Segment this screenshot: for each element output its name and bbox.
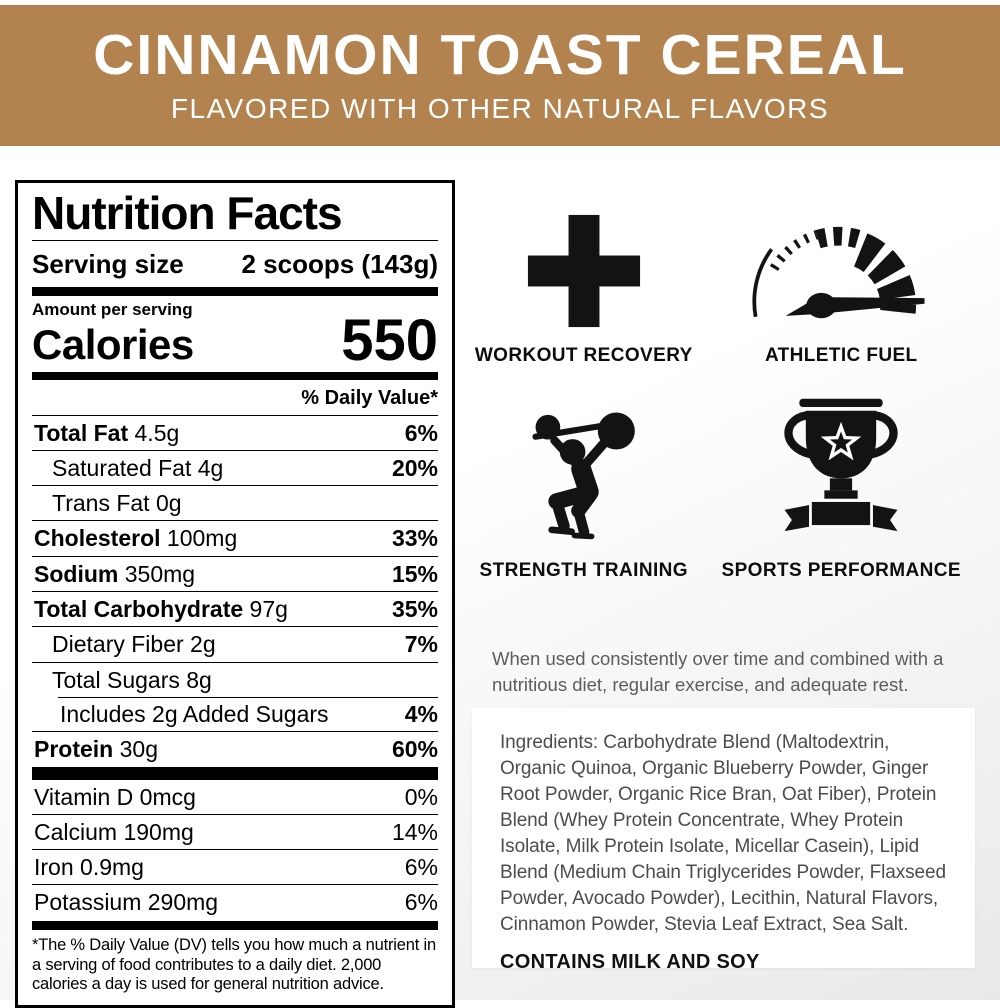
micronutrient-rows: Vitamin D 0mcg 0% Calcium 190mg 14% Iron 0.9…: [32, 780, 438, 920]
benefit-label: WORKOUT RECOVERY: [474, 345, 693, 366]
nutrient-row: Vitamin D 0mcg 0%: [34, 783, 438, 810]
thick-divider: [32, 920, 438, 930]
plus-icon: [526, 208, 642, 330]
product-title: CINNAMON TOAST CEREAL: [93, 22, 907, 87]
serving-size-row: Serving size 2 scoops (143g): [32, 241, 438, 287]
thick-divider: [32, 371, 438, 380]
nutrition-facts-panel: Nutrition Facts Serving size 2 scoops (1…: [15, 180, 455, 1008]
benefit-sports-performance: SPORTS PERFORMANCE: [713, 395, 971, 582]
divider: [32, 240, 438, 242]
speedometer-icon: [750, 208, 932, 330]
benefit-label: SPORTS PERFORMANCE: [721, 560, 961, 581]
product-banner: CINNAMON TOAST CEREAL FLAVORED WITH OTHE…: [0, 5, 1000, 146]
benefit-label: STRENGTH TRAINING: [479, 560, 688, 581]
nutrient-row: Dietary Fiber 2g 7%: [32, 626, 438, 661]
trophy-icon: [770, 395, 912, 545]
amount-per-serving-label: Amount per serving: [32, 300, 193, 320]
daily-value-header: % Daily Value*: [301, 386, 438, 409]
thick-divider: [32, 287, 438, 297]
product-subtitle: FLAVORED WITH OTHER NATURAL FLAVORS: [170, 92, 830, 124]
nutrition-facts-title: Nutrition Facts: [32, 187, 343, 239]
nutrient-row: Iron 0.9mg 6%: [32, 849, 438, 884]
nutrient-row: Total Carbohydrate 97g 35%: [32, 591, 438, 626]
serving-size-value: 2 scoops (143g): [241, 249, 438, 280]
nutrient-row: Cholesterol 100mg 33%: [32, 520, 438, 555]
benefit-athletic-fuel: ATHLETIC FUEL: [713, 208, 971, 367]
nutrient-row: Trans Fat 0g: [32, 485, 438, 520]
allergen-statement: CONTAINS MILK AND SOY: [500, 951, 760, 974]
usage-note: When used consistently over time and com…: [492, 647, 944, 696]
nutrient-rows: Total Fat 4.5g 6% Saturated Fat 4g 20% Trans…: [32, 414, 438, 767]
ingredients-card: Ingredients: Carbohydrate Blend (Maltode…: [472, 708, 975, 973]
nutrient-row: Saturated Fat 4g 20%: [32, 449, 438, 485]
nutrient-row: Potassium 290mg 6%: [32, 884, 438, 919]
calories-row: Calories 550: [32, 308, 438, 374]
serving-size-label: Serving size: [32, 249, 184, 280]
nutrient-row: Calcium 190mg 14%: [32, 813, 438, 849]
nutrient-row: Total Fat 4.5g 6%: [32, 414, 438, 450]
daily-value-footnote: *The % Daily Value (DV) tells you how mu…: [32, 935, 436, 994]
nutrient-row: Sodium 350mg 15%: [32, 555, 438, 591]
benefit-workout-recovery: WORKOUT RECOVERY: [455, 208, 713, 367]
benefit-label: ATHLETIC FUEL: [764, 345, 918, 366]
benefits-grid: WORKOUT RECOVERY ATHLETIC FUEL: [455, 208, 970, 582]
nutrient-row: Includes 2g Added Sugars 4%: [32, 696, 438, 731]
nutrient-row: Protein 30g 60%: [32, 731, 438, 766]
calories-value: 550: [341, 308, 438, 374]
nutrient-row: Total Sugars 8g: [32, 661, 438, 697]
calories-label: Calories: [32, 320, 194, 368]
benefit-strength-training: STRENGTH TRAINING: [455, 395, 713, 582]
weightlifter-icon: [522, 395, 646, 545]
thick-divider: [32, 766, 438, 780]
ingredients-text: Ingredients: Carbohydrate Blend (Maltode…: [500, 732, 946, 936]
